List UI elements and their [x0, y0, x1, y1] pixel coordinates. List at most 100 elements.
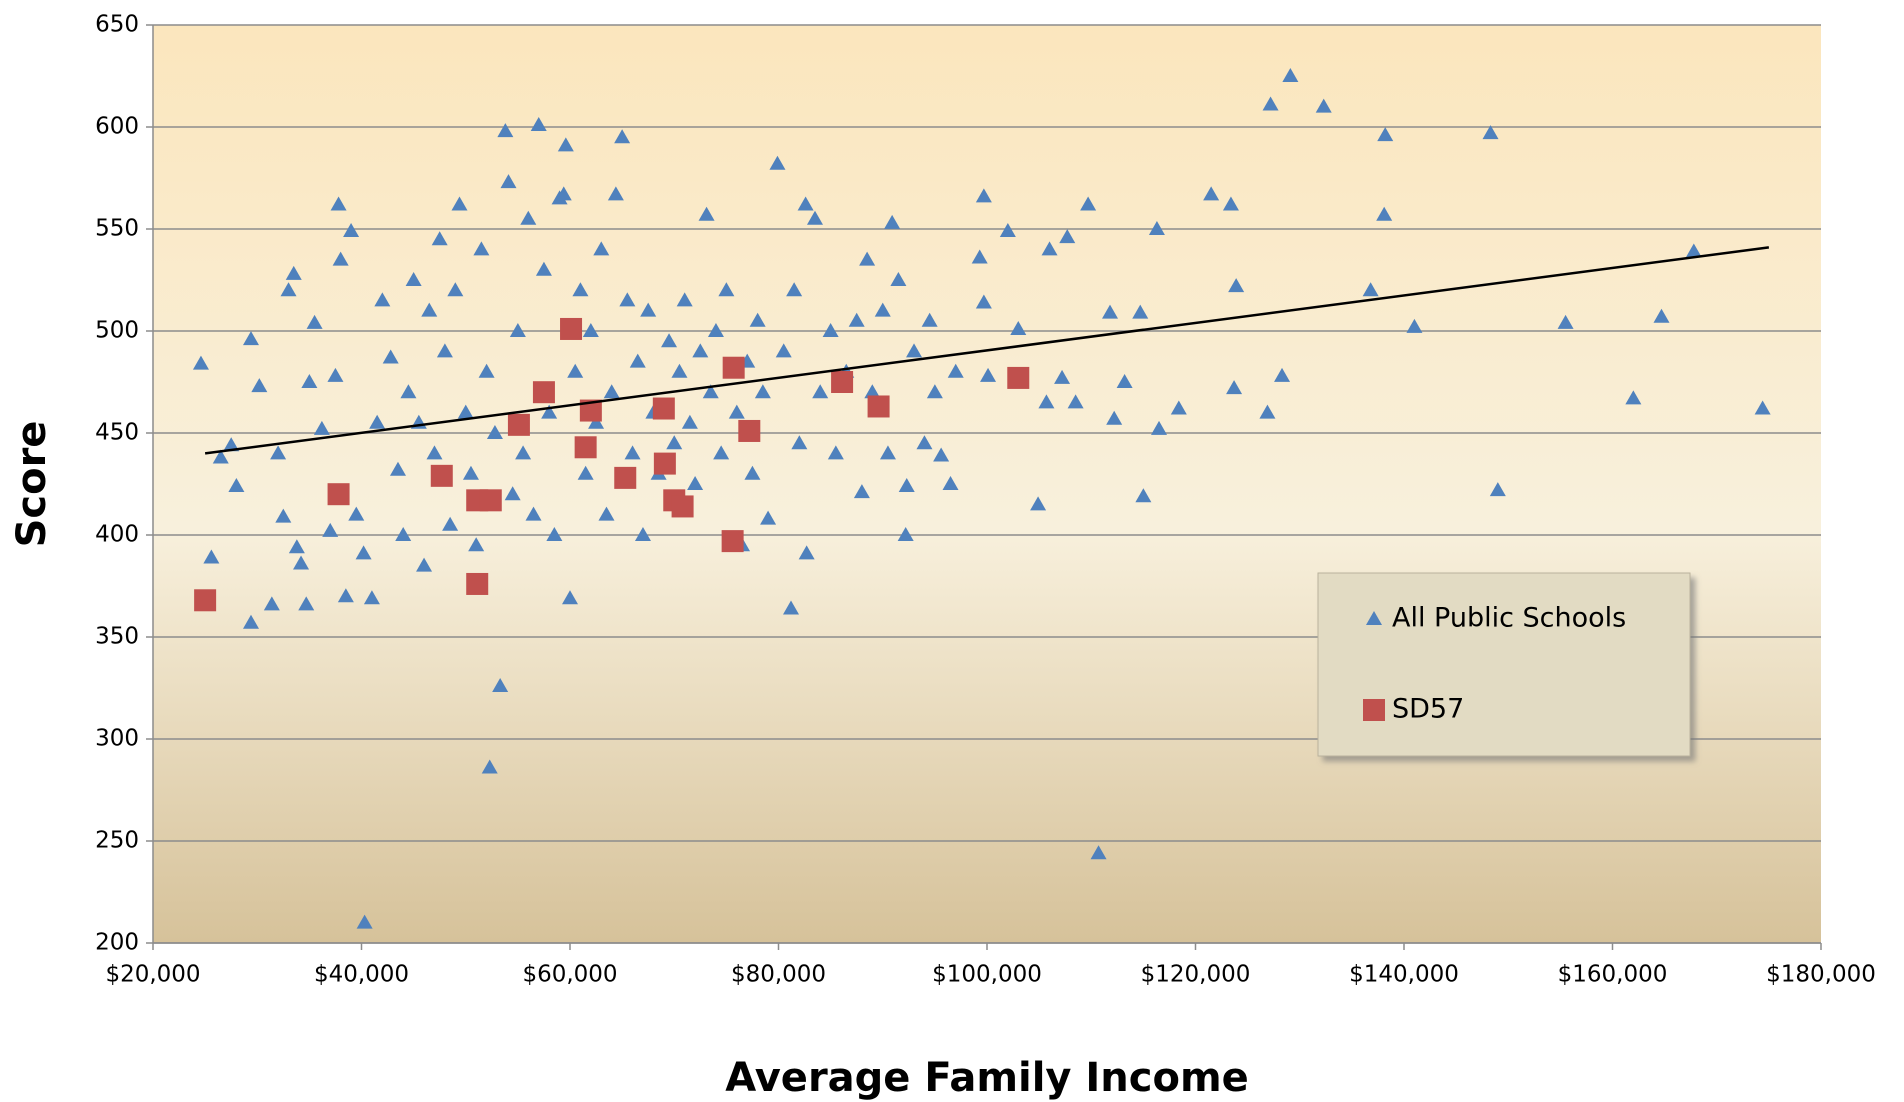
marker-triangle — [702, 384, 719, 399]
x-axis-title: Average Family Income — [725, 1055, 1249, 1101]
marker-triangle — [698, 206, 715, 221]
marker-triangle — [530, 116, 547, 131]
marker-triangle — [754, 384, 771, 399]
marker-triangle — [1315, 98, 1332, 113]
marker-triangle — [306, 314, 323, 329]
marker-triangle — [263, 596, 280, 611]
marker-square — [867, 395, 890, 418]
marker-triangle — [775, 343, 792, 358]
marker-triangle — [921, 312, 938, 327]
marker-triangle — [242, 331, 259, 346]
marker-triangle — [525, 506, 542, 521]
marker-triangle — [906, 343, 923, 358]
marker-triangle — [1010, 320, 1027, 335]
marker-triangle — [1754, 400, 1771, 415]
marker-triangle — [473, 241, 490, 256]
marker-square — [479, 489, 502, 512]
marker-triangle — [395, 527, 412, 541]
marker-triangle — [481, 759, 498, 774]
marker-triangle — [971, 249, 988, 264]
y-tick-label: 300 — [95, 726, 139, 752]
marker-triangle — [1489, 482, 1506, 497]
marker-square — [194, 589, 217, 612]
marker-square — [831, 371, 854, 393]
marker-triangle — [933, 447, 950, 462]
marker-triangle — [1132, 304, 1149, 319]
marker-triangle — [1067, 394, 1084, 409]
x-tick-label: $60,000 — [522, 962, 617, 988]
marker-triangle — [1685, 243, 1702, 258]
x-tick-label: $80,000 — [731, 962, 826, 988]
marker-triangle — [980, 367, 997, 382]
marker-triangle — [285, 265, 302, 280]
marker-triangle — [416, 557, 433, 572]
marker-square — [430, 464, 453, 487]
marker-triangle — [874, 302, 891, 317]
marker-triangle — [348, 506, 365, 521]
y-tick-label: 650 — [95, 12, 139, 38]
marker-triangle — [577, 465, 594, 480]
marker-triangle — [1038, 394, 1055, 409]
marker-triangle — [864, 384, 881, 399]
legend: All Public Schools SD57 — [1317, 572, 1691, 757]
marker-triangle — [546, 527, 563, 541]
marker-triangle — [492, 677, 509, 692]
marker-triangle — [330, 196, 347, 211]
marker-triangle — [1274, 367, 1291, 382]
marker-triangle — [462, 465, 479, 480]
marker-triangle — [926, 384, 943, 399]
marker-triangle — [1262, 96, 1279, 111]
y-tick-label: 600 — [95, 114, 139, 140]
marker-square — [560, 317, 583, 340]
marker-triangle — [337, 588, 354, 603]
marker-square — [671, 495, 694, 518]
marker-triangle — [749, 312, 766, 327]
marker-triangle — [520, 210, 537, 225]
marker-triangle — [322, 522, 339, 537]
marker-triangle — [916, 435, 933, 450]
marker-triangle — [1059, 229, 1076, 244]
marker-triangle — [806, 210, 823, 225]
marker-triangle — [451, 196, 468, 211]
marker-triangle — [1406, 318, 1423, 333]
marker-triangle — [588, 414, 605, 429]
marker-triangle — [327, 367, 344, 382]
marker-triangle — [603, 384, 620, 399]
marker-triangle — [500, 174, 517, 189]
marker-square — [1363, 699, 1385, 721]
x-tick-label: $20,000 — [105, 962, 200, 988]
marker-square — [652, 397, 675, 420]
x-tick-label: $100,000 — [932, 962, 1042, 988]
marker-square — [653, 452, 676, 475]
marker-square — [721, 530, 744, 553]
marker-triangle — [486, 425, 503, 439]
marker-triangle — [859, 251, 876, 266]
y-tick-label: 400 — [95, 522, 139, 548]
marker-triangle — [744, 465, 761, 480]
marker-triangle — [203, 549, 220, 564]
marker-triangle — [288, 539, 305, 554]
marker-triangle — [1222, 196, 1239, 211]
marker-triangle — [275, 508, 292, 523]
marker-triangle — [504, 486, 521, 501]
marker-triangle — [671, 363, 688, 378]
marker-triangle — [728, 404, 745, 419]
marker-triangle — [624, 445, 641, 460]
marker-triangle — [1482, 125, 1499, 140]
marker-triangle — [879, 445, 896, 460]
marker-square — [579, 399, 602, 422]
marker-triangle — [942, 476, 959, 490]
trend-line — [204, 246, 1770, 455]
marker-triangle — [1653, 308, 1670, 323]
marker-triangle — [975, 188, 992, 203]
marker-triangle — [1228, 278, 1245, 293]
marker-triangle — [1377, 127, 1394, 142]
marker-triangle — [223, 437, 240, 452]
marker-triangle — [389, 461, 406, 476]
marker-triangle — [442, 516, 459, 531]
marker-triangle — [897, 527, 914, 541]
marker-triangle — [313, 420, 330, 435]
marker-triangle — [400, 384, 417, 399]
marker-triangle — [593, 241, 610, 256]
marker-triangle — [1259, 404, 1276, 419]
